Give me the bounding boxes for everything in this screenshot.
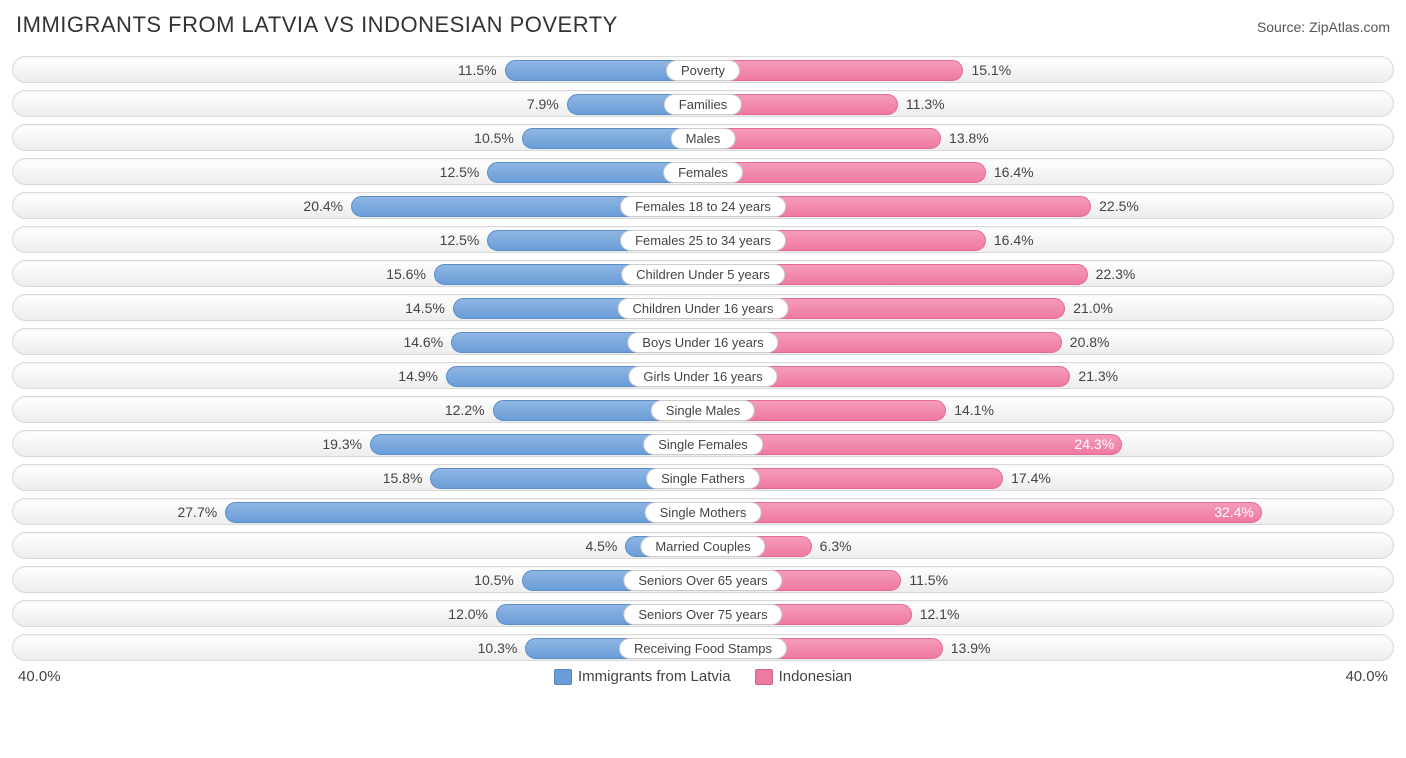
- chart-row: 14.9% 21.3% Girls Under 16 years: [12, 362, 1394, 389]
- value-label-left: 12.0%: [448, 601, 496, 628]
- value-label-left: 20.4%: [303, 193, 351, 220]
- axis-max-right: 40.0%: [1345, 668, 1388, 685]
- category-pill: Females: [663, 162, 743, 183]
- value-label-left: 14.5%: [405, 295, 453, 322]
- category-pill: Females 18 to 24 years: [620, 196, 786, 217]
- chart-body: 11.5%15.1%Poverty7.9%11.3%Families10.5%1…: [12, 56, 1394, 661]
- value-label-left: 12.5%: [440, 159, 488, 186]
- value-label-right: 13.9%: [943, 635, 991, 662]
- category-pill: Children Under 16 years: [618, 298, 789, 319]
- legend: Immigrants from Latvia Indonesian: [554, 668, 852, 685]
- chart-header: IMMIGRANTS FROM LATVIA VS INDONESIAN POV…: [12, 12, 1394, 38]
- chart-row: 20.4% 22.5% Females 18 to 24 years: [12, 192, 1394, 219]
- value-label-right: 32.4%: [703, 499, 1262, 526]
- chart-row: 10.5% 13.8% Males: [12, 124, 1394, 151]
- chart-row: 11.5% 15.1% Poverty: [12, 56, 1394, 83]
- value-label-right: 13.8%: [941, 125, 989, 152]
- value-label-right: 24.3%: [703, 431, 1122, 458]
- legend-label-left: Immigrants from Latvia: [578, 668, 731, 685]
- legend-item-left: Immigrants from Latvia: [554, 668, 731, 685]
- category-pill: Males: [671, 128, 736, 149]
- legend-swatch-right: [755, 669, 773, 685]
- chart-row: 7.9% 11.3% Families: [12, 90, 1394, 117]
- value-label-left: 7.9%: [527, 91, 567, 118]
- value-label-right: 21.3%: [1070, 363, 1118, 390]
- chart-row: 10.3% 13.9% Receiving Food Stamps: [12, 634, 1394, 661]
- bar-right: [703, 60, 963, 81]
- value-label-left: 19.3%: [322, 431, 370, 458]
- chart-row: 4.5% 6.3% Married Couples: [12, 532, 1394, 559]
- category-pill: Single Females: [643, 434, 763, 455]
- value-label-left: 4.5%: [585, 533, 625, 560]
- value-label-right: 17.4%: [1003, 465, 1051, 492]
- category-pill: Children Under 5 years: [621, 264, 785, 285]
- category-pill: Receiving Food Stamps: [619, 638, 787, 659]
- bar-right: [703, 162, 986, 183]
- chart-title: IMMIGRANTS FROM LATVIA VS INDONESIAN POV…: [16, 12, 618, 38]
- chart-source: Source: ZipAtlas.com: [1257, 19, 1390, 35]
- category-pill: Boys Under 16 years: [627, 332, 778, 353]
- category-pill: Families: [664, 94, 742, 115]
- legend-item-right: Indonesian: [755, 668, 852, 685]
- category-pill: Single Fathers: [646, 468, 760, 489]
- category-pill: Seniors Over 65 years: [623, 570, 782, 591]
- value-label-left: 10.5%: [474, 125, 522, 152]
- category-pill: Single Males: [651, 400, 755, 421]
- chart-footer: 40.0% Immigrants from Latvia Indonesian …: [12, 668, 1394, 685]
- value-label-right: 15.1%: [963, 57, 1011, 84]
- chart-row: 12.2% 14.1% Single Males: [12, 396, 1394, 423]
- bar-right: [703, 128, 941, 149]
- value-label-right: 16.4%: [986, 159, 1034, 186]
- value-label-right: 12.1%: [912, 601, 960, 628]
- value-label-left: 14.6%: [403, 329, 451, 356]
- category-pill: Married Couples: [640, 536, 765, 557]
- value-label-left: 12.2%: [445, 397, 493, 424]
- chart-row: 12.5% 16.4% Females 25 to 34 years: [12, 226, 1394, 253]
- axis-max-left: 40.0%: [18, 668, 61, 685]
- value-label-left: 15.8%: [383, 465, 431, 492]
- value-label-left: 10.5%: [474, 567, 522, 594]
- bar-left: [225, 502, 703, 523]
- legend-label-right: Indonesian: [779, 668, 852, 685]
- category-pill: Females 25 to 34 years: [620, 230, 786, 251]
- chart-row: 19.3% 24.3%Single Females: [12, 430, 1394, 457]
- value-label-right: 16.4%: [986, 227, 1034, 254]
- chart-row: 14.5% 21.0% Children Under 16 years: [12, 294, 1394, 321]
- value-label-left: 11.5%: [458, 57, 505, 84]
- chart-row: 15.8% 17.4% Single Fathers: [12, 464, 1394, 491]
- category-pill: Seniors Over 75 years: [623, 604, 782, 625]
- value-label-right: 21.0%: [1065, 295, 1113, 322]
- chart-row: 10.5% 11.5% Seniors Over 65 years: [12, 566, 1394, 593]
- value-label-left: 10.3%: [478, 635, 526, 662]
- category-pill: Girls Under 16 years: [628, 366, 777, 387]
- value-label-left: 27.7%: [177, 499, 225, 526]
- value-label-left: 14.9%: [398, 363, 446, 390]
- value-label-right: 22.3%: [1088, 261, 1136, 288]
- legend-swatch-left: [554, 669, 572, 685]
- value-label-right: 14.1%: [946, 397, 994, 424]
- chart-row: 15.6% 22.3% Children Under 5 years: [12, 260, 1394, 287]
- value-label-right: 22.5%: [1091, 193, 1139, 220]
- value-label-right: 20.8%: [1062, 329, 1110, 356]
- chart-row: 12.5% 16.4% Females: [12, 158, 1394, 185]
- chart-row: 27.7% 32.4%Single Mothers: [12, 498, 1394, 525]
- chart-row: 12.0% 12.1% Seniors Over 75 years: [12, 600, 1394, 627]
- chart-row: 14.6% 20.8% Boys Under 16 years: [12, 328, 1394, 355]
- value-label-left: 15.6%: [386, 261, 434, 288]
- value-label-left: 12.5%: [440, 227, 488, 254]
- value-label-right: 6.3%: [812, 533, 852, 560]
- value-label-right: 11.3%: [898, 91, 945, 118]
- value-label-right: 11.5%: [901, 567, 948, 594]
- category-pill: Poverty: [666, 60, 740, 81]
- category-pill: Single Mothers: [645, 502, 762, 523]
